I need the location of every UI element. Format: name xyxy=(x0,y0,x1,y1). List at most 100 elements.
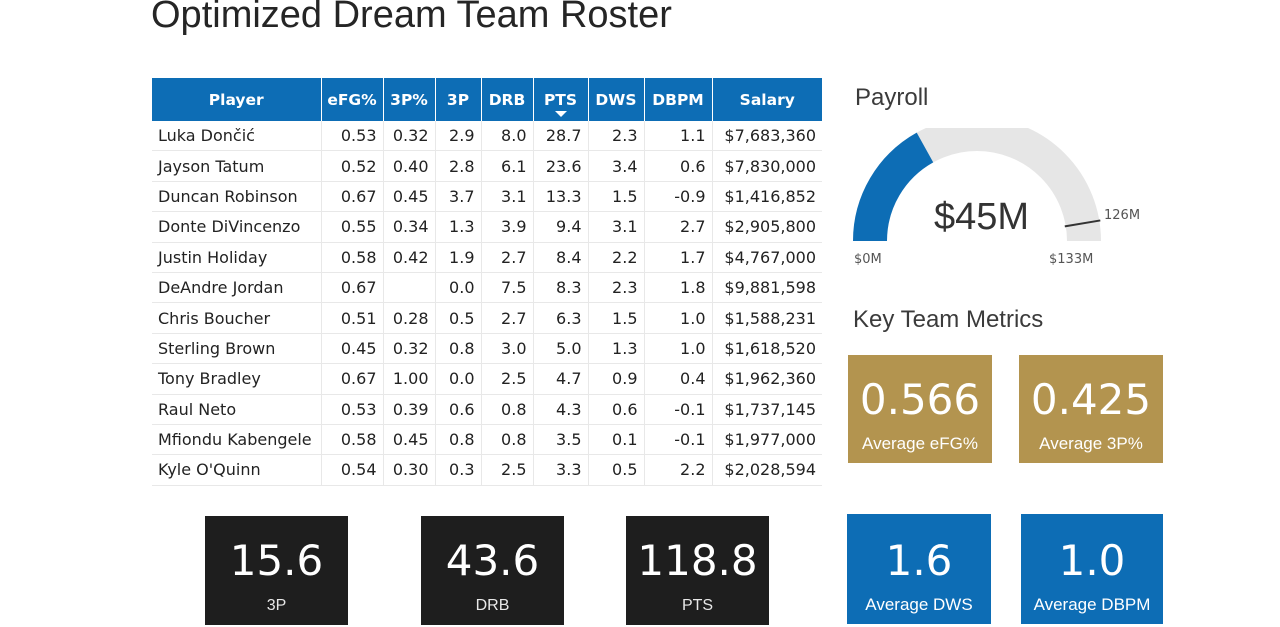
stat-cell: 0.67 xyxy=(321,363,384,395)
stat-cell: 6.1 xyxy=(481,150,534,182)
stat-cell: 0.58 xyxy=(321,424,384,456)
stat-cell: 0.51 xyxy=(321,302,384,334)
stat-cell: 0.8 xyxy=(435,424,482,456)
stat-cell: $7,683,360 xyxy=(712,121,822,152)
stat-cell: -0.9 xyxy=(644,181,713,213)
stat-cell: 0.3 xyxy=(435,454,482,486)
stat-cell: 0.30 xyxy=(383,454,436,486)
table-row[interactable]: Justin Holiday 0.58 0.42 1.9 2.7 8.4 2.2 1.7 $4,… xyxy=(152,242,822,273)
player-name-cell: Chris Boucher xyxy=(152,302,322,334)
table-row[interactable]: Tony Bradley 0.67 1.00 0.0 2.5 4.7 0.9 0.4 $1,96… xyxy=(152,363,822,395)
stat-cell: 6.3 xyxy=(533,302,589,334)
gauge-value: $45M xyxy=(934,196,1030,238)
stat-cell: 0.4 xyxy=(644,363,713,395)
table-row[interactable]: Mfiondu Kabengele 0.58 0.45 0.8 0.8 3.5 0.1 -0.… xyxy=(152,424,822,456)
column-header-drb[interactable]: DRB xyxy=(481,78,534,121)
stat-cell: 0.8 xyxy=(481,424,534,456)
table-body: Luka Dončić 0.53 0.32 2.9 8.0 28.7 2.3 1.1 $7,68… xyxy=(152,121,822,486)
avg-3p-label: Average 3P% xyxy=(1039,434,1143,453)
stat-cell: 9.4 xyxy=(533,211,589,243)
stat-cell: 2.2 xyxy=(644,454,713,486)
sort-descending-icon xyxy=(554,111,567,117)
stat-cell: 1.9 xyxy=(435,242,482,273)
stat-cell: 3.1 xyxy=(588,211,645,243)
stat-cell: 8.4 xyxy=(533,242,589,273)
stat-cell: 0.45 xyxy=(383,424,436,456)
table-row[interactable]: Chris Boucher 0.51 0.28 0.5 2.7 6.3 1.5 1.0 $1,5… xyxy=(152,302,822,334)
table-row[interactable]: Duncan Robinson 0.67 0.45 3.7 3.1 13.3 1.5 -0.9… xyxy=(152,181,822,213)
stat-cell xyxy=(383,272,436,304)
player-name-cell: DeAndre Jordan xyxy=(152,272,322,304)
total-pts-card: 118.8 PTS xyxy=(626,516,769,625)
gauge-max-label: $133M xyxy=(1049,252,1094,267)
column-header-pts[interactable]: PTS xyxy=(533,78,589,121)
roster-table: Player eFG% 3P% 3P DRB PTS DWS DBPM Salary Luka … xyxy=(152,78,822,486)
player-name-cell: Luka Dončić xyxy=(152,121,322,152)
payroll-gauge xyxy=(853,128,1101,242)
stat-cell: 0.45 xyxy=(383,181,436,213)
stat-cell: 2.9 xyxy=(435,121,482,152)
table-row[interactable]: Sterling Brown 0.45 0.32 0.8 3.0 5.0 1.3 1.0 $1,… xyxy=(152,333,822,365)
stat-cell: -0.1 xyxy=(644,424,713,456)
table-row[interactable]: DeAndre Jordan 0.67 0.0 7.5 8.3 2.3 1.8 $9,881,… xyxy=(152,272,822,304)
stat-cell: 0.67 xyxy=(321,272,384,304)
gauge-min-label: $0M xyxy=(854,252,882,267)
stat-cell: $9,881,598 xyxy=(712,272,822,304)
table-row[interactable]: Kyle O'Quinn 0.54 0.30 0.3 2.5 3.3 0.5 2.2 $2,02… xyxy=(152,454,822,486)
stat-cell: 1.1 xyxy=(644,121,713,152)
stat-cell: 7.5 xyxy=(481,272,534,304)
stat-cell: 0.8 xyxy=(435,333,482,365)
stat-cell: 0.8 xyxy=(481,394,534,425)
total-pts-label: PTS xyxy=(681,597,714,614)
column-header-salary[interactable]: Salary xyxy=(712,78,822,121)
gauge-target-marker xyxy=(1064,219,1101,228)
table-row[interactable]: Jayson Tatum 0.52 0.40 2.8 6.1 23.6 3.4 0.6 $7,8… xyxy=(152,150,822,182)
stat-cell: 3.3 xyxy=(533,454,589,486)
stat-cell: 23.6 xyxy=(533,150,589,182)
column-header-3p[interactable]: 3P% xyxy=(383,78,436,121)
column-header-dbpm[interactable]: DBPM xyxy=(644,78,713,121)
stat-cell: 0.53 xyxy=(321,121,384,152)
stat-cell: 1.8 xyxy=(644,272,713,304)
stat-cell: 0.0 xyxy=(435,363,482,395)
column-header-player[interactable]: Player xyxy=(152,78,322,121)
stat-cell: 4.3 xyxy=(533,394,589,425)
stat-cell: 1.00 xyxy=(383,363,436,395)
stat-cell: $1,416,852 xyxy=(712,181,822,213)
player-name-cell: Donte DiVincenzo xyxy=(152,211,322,243)
column-header-3p[interactable]: 3P xyxy=(435,78,482,121)
stat-cell: 2.7 xyxy=(644,211,713,243)
column-header-dws[interactable]: DWS xyxy=(588,78,645,121)
total-3p-card: 15.6 3P xyxy=(205,516,348,625)
stat-cell: 5.0 xyxy=(533,333,589,365)
stat-cell: 0.32 xyxy=(383,333,436,365)
stat-cell: 1.0 xyxy=(644,302,713,334)
stat-cell: $2,028,594 xyxy=(712,454,822,486)
table-row[interactable]: Raul Neto 0.53 0.39 0.6 0.8 4.3 0.6 -0.1 $1,737,… xyxy=(152,394,822,425)
avg-dws-value: 1.6 xyxy=(885,536,953,585)
avg-dws-label: Average DWS xyxy=(865,595,973,614)
stat-cell: 13.3 xyxy=(533,181,589,213)
player-name-cell: Justin Holiday xyxy=(152,242,322,273)
stat-cell: 0.5 xyxy=(588,454,645,486)
stat-cell: 0.42 xyxy=(383,242,436,273)
table-row[interactable]: Donte DiVincenzo 0.55 0.34 1.3 3.9 9.4 3.1 2.7 $… xyxy=(152,211,822,243)
table-row[interactable]: Luka Dončić 0.53 0.32 2.9 8.0 28.7 2.3 1.1 $7,68… xyxy=(152,121,822,152)
stat-cell: 2.8 xyxy=(435,150,482,182)
stat-cell: 0.6 xyxy=(644,150,713,182)
avg-dbpm-card: 1.0 Average DBPM xyxy=(1021,514,1163,624)
column-header-efg[interactable]: eFG% xyxy=(321,78,384,121)
stat-cell: 0.67 xyxy=(321,181,384,213)
player-name-cell: Kyle O'Quinn xyxy=(152,454,322,486)
payroll-title: Payroll xyxy=(855,84,929,111)
stat-cell: 0.9 xyxy=(588,363,645,395)
player-name-cell: Mfiondu Kabengele xyxy=(152,424,322,456)
avg-dbpm-label: Average DBPM xyxy=(1033,595,1151,614)
total-drb-label: DRB xyxy=(475,597,510,614)
stat-cell: $2,905,800 xyxy=(712,211,822,243)
stat-cell: 1.5 xyxy=(588,181,645,213)
stat-cell: 1.0 xyxy=(644,333,713,365)
stat-cell: 8.3 xyxy=(533,272,589,304)
gauge-target-label: 126M xyxy=(1104,208,1141,223)
avg-3p-value: 0.425 xyxy=(1030,375,1152,424)
